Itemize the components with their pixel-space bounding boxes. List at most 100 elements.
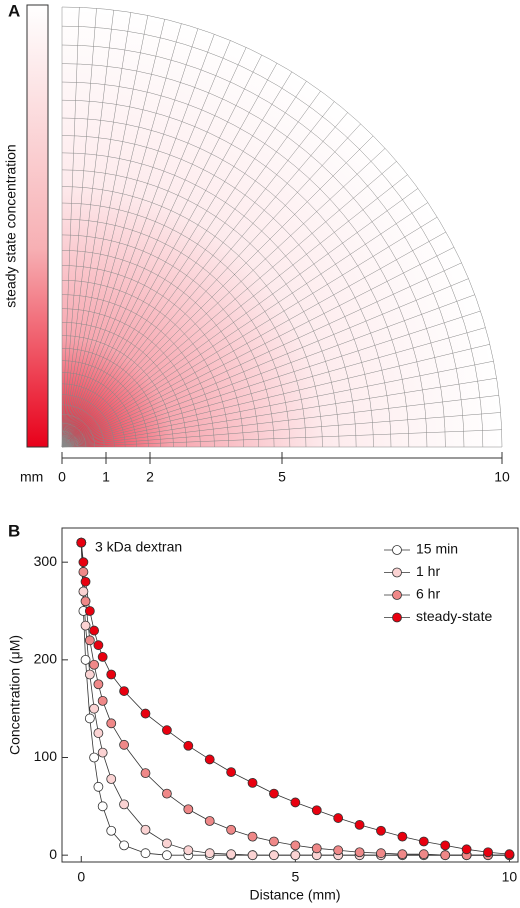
- mesh-ray: [61, 294, 475, 448]
- data-point: [247, 850, 258, 861]
- data-point: [204, 848, 215, 859]
- data-point: [93, 640, 104, 651]
- data-point: [397, 849, 408, 860]
- y-tick-label: 200: [34, 651, 58, 667]
- data-point: [84, 606, 95, 616]
- legend-label: steady-state: [416, 608, 492, 624]
- mesh-ray: [61, 377, 497, 448]
- data-point: [89, 752, 100, 763]
- data-point: [162, 788, 172, 799]
- y-axis-label: Concentration (μM): [7, 635, 23, 755]
- x-tick-label: 0: [77, 869, 85, 885]
- data-point: [397, 831, 408, 842]
- data-point: [247, 831, 258, 842]
- legend-marker: [392, 590, 402, 600]
- mesh-ray: [61, 412, 501, 448]
- x-axis-label: Distance (mm): [249, 887, 340, 903]
- mesh-ray: [61, 101, 335, 448]
- mesh-ray: [61, 23, 182, 448]
- data-point: [93, 679, 104, 690]
- series-line: [80, 542, 510, 856]
- scale-tick-label: 5: [278, 469, 286, 485]
- data-point: [311, 805, 322, 816]
- data-point: [376, 848, 386, 859]
- data-point: [440, 850, 451, 861]
- annotation: 3 kDa dextran: [95, 539, 182, 555]
- scale-tick-label: 2: [146, 469, 154, 485]
- data-point: [119, 739, 129, 750]
- scale-tick-label: 1: [102, 469, 110, 485]
- series-line: [80, 542, 510, 856]
- data-point: [78, 567, 89, 577]
- legend-marker: [392, 545, 402, 555]
- data-point: [162, 850, 172, 861]
- data-point: [80, 596, 91, 607]
- data-point: [162, 838, 172, 849]
- data-point: [440, 840, 451, 851]
- mesh-ray: [61, 123, 361, 448]
- data-point: [333, 813, 344, 823]
- mesh-ray: [61, 40, 231, 448]
- data-point: [226, 849, 237, 860]
- mesh-ray: [61, 10, 114, 448]
- data-point: [311, 843, 322, 854]
- mesh-ray: [61, 429, 502, 448]
- data-point: [84, 669, 95, 680]
- panel-b: B 3 kDa dextran Concentration (μM) Dista…: [7, 521, 519, 903]
- data-point: [290, 797, 301, 808]
- data-point: [76, 537, 87, 548]
- mesh-ray: [61, 15, 149, 448]
- mesh-ray: [61, 28, 199, 448]
- mesh-ray: [61, 19, 165, 448]
- data-point: [106, 669, 117, 680]
- data-point: [119, 840, 129, 851]
- legend-label: 15 min: [416, 541, 458, 557]
- scale-tick-label: 0: [58, 469, 66, 485]
- mesh-ray: [61, 7, 80, 448]
- data-point: [78, 586, 89, 597]
- y-tick-label: 300: [34, 553, 58, 569]
- data-point: [89, 625, 100, 636]
- mesh-ray: [61, 360, 494, 448]
- mesh-ray: [61, 47, 247, 448]
- data-point: [84, 713, 95, 724]
- data-point: [333, 845, 344, 856]
- data-point: [140, 824, 151, 835]
- mesh-ray: [61, 327, 486, 448]
- mesh-ray: [61, 247, 455, 448]
- data-point: [269, 788, 279, 799]
- mesh-ray: [61, 8, 97, 448]
- data-point: [140, 848, 151, 859]
- mesh-ray: [61, 71, 293, 448]
- series-line: [80, 542, 510, 856]
- data-point: [80, 654, 91, 665]
- x-tick-label: 5: [291, 869, 299, 885]
- data-point: [461, 844, 472, 855]
- data-point: [376, 825, 386, 836]
- data-point: [84, 635, 95, 646]
- data-point: [93, 728, 104, 738]
- colorbar: [26, 4, 49, 448]
- data-point: [183, 804, 194, 815]
- series-line: [80, 542, 510, 855]
- mesh-ray: [61, 161, 397, 448]
- mesh-ray: [61, 344, 490, 448]
- data-point: [106, 718, 117, 729]
- data-point: [89, 659, 100, 670]
- data-point: [140, 708, 151, 719]
- data-point: [89, 703, 100, 714]
- data-point: [97, 695, 108, 706]
- mesh-ray: [61, 112, 348, 448]
- data-point: [80, 620, 91, 631]
- scale-unit: mm: [20, 469, 43, 485]
- y-tick-label: 0: [49, 846, 57, 862]
- data-point: [183, 740, 194, 751]
- panel-a: A steady state concentration mm 0 1 2 5 10: [3, 1, 510, 484]
- data-point: [290, 850, 301, 861]
- data-point: [204, 754, 215, 765]
- mesh-ray: [61, 395, 499, 448]
- data-point: [106, 825, 117, 836]
- mesh-ray: [61, 54, 262, 448]
- legend-marker: [392, 612, 402, 623]
- data-point: [269, 850, 279, 861]
